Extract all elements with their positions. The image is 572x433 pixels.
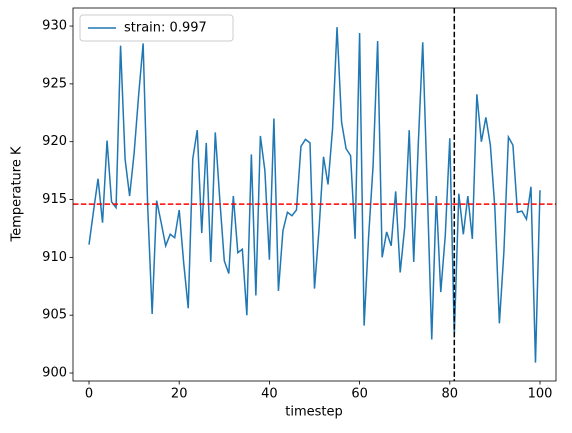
y-axis-label: Temperature K xyxy=(10,146,25,242)
x-tick-label: 100 xyxy=(528,387,553,402)
y-tick-label: 905 xyxy=(42,308,67,323)
x-tick-label: 0 xyxy=(85,387,93,402)
y-tick-label: 915 xyxy=(42,192,67,207)
y-tick-label: 925 xyxy=(42,76,67,91)
x-tick-label: 80 xyxy=(442,387,459,402)
plot-frame xyxy=(72,7,557,382)
y-tick-label: 920 xyxy=(42,134,67,149)
legend: strain: 0.997 xyxy=(79,14,234,42)
x-tick-label: 40 xyxy=(261,387,278,402)
data-line xyxy=(88,27,541,363)
y-tick-label: 910 xyxy=(42,250,67,265)
x-tick-label: 20 xyxy=(171,387,188,402)
x-tick-label: 60 xyxy=(351,387,368,402)
y-tick-label: 900 xyxy=(42,366,67,381)
legend-label: strain: 0.997 xyxy=(124,21,207,36)
x-axis-label: timestep xyxy=(285,405,343,420)
legend-box xyxy=(79,14,234,42)
y-tick-label: 930 xyxy=(42,19,67,34)
